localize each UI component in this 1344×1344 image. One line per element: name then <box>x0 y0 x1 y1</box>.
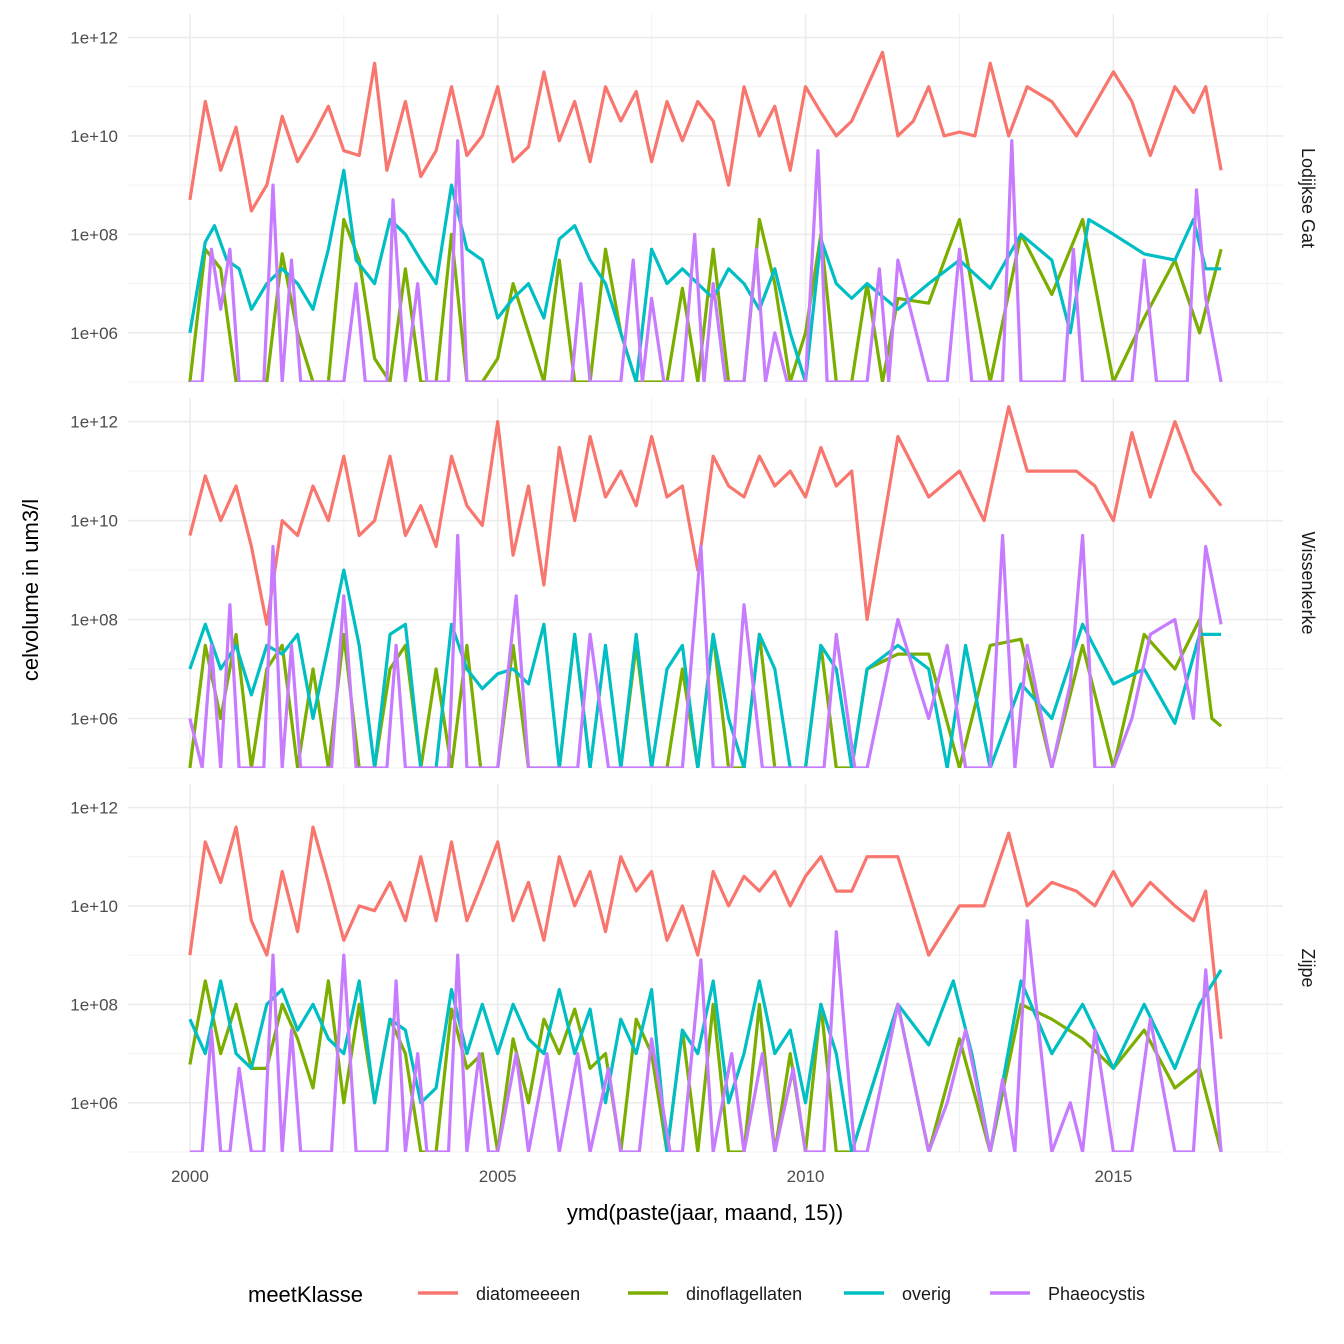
x-axis: 2000 2005 2010 2015 <box>171 1167 1132 1186</box>
series-line-diatomeeeen <box>188 405 1223 626</box>
y-tick-label: 1e+08 <box>70 995 118 1014</box>
y-tick-label: 1e+06 <box>70 710 118 729</box>
y-tick-label: 1e+10 <box>70 512 118 531</box>
panel-zijpe: 1e+06 1e+08 1e+10 1e+12 Zijpe <box>70 784 1318 1153</box>
x-axis-title: ymd(paste(jaar, maand, 15)) <box>567 1200 843 1225</box>
panel-wissenkerke: 1e+06 1e+08 1e+10 1e+12 Wissenkerke <box>70 398 1318 769</box>
series-line-overig <box>188 969 1223 1152</box>
y-tick-label: 1e+10 <box>70 897 118 916</box>
facet-strip-label: Zijpe <box>1298 948 1318 987</box>
series-group <box>188 825 1223 1152</box>
facet-strip-label: Lodijkse Gat <box>1298 148 1318 248</box>
y-tick-label: 1e+12 <box>70 413 118 432</box>
y-tick-label: 1e+08 <box>70 225 118 244</box>
legend-label-diatomeeeen: diatomeeeen <box>476 1284 580 1304</box>
legend-label-dinoflagellaten: dinoflagellaten <box>686 1284 802 1304</box>
legend: meetKlasse diatomeeeen dinoflagellaten ove… <box>248 1282 1145 1307</box>
x-tick-label: 2010 <box>787 1167 825 1186</box>
series-line-overig <box>188 168 1222 382</box>
y-tick-label: 1e+10 <box>70 127 118 146</box>
y-tick-label: 1e+12 <box>70 28 118 47</box>
series-line-diatomeeeen <box>188 50 1223 213</box>
x-tick-label: 2005 <box>479 1167 517 1186</box>
series-group <box>188 50 1223 382</box>
facet-strip-label: Wissenkerke <box>1298 531 1318 634</box>
y-tick-label: 1e+08 <box>70 611 118 630</box>
series-line-diatomeeeen <box>188 825 1223 1039</box>
legend-title: meetKlasse <box>248 1282 363 1307</box>
series-group <box>188 405 1223 768</box>
series-line-dinoflagellaten <box>188 979 1223 1152</box>
legend-label-overig: overig <box>902 1284 951 1304</box>
series-line-phaeocystis <box>189 919 1223 1152</box>
y-tick-label: 1e+06 <box>70 324 118 343</box>
x-tick-label: 2000 <box>171 1167 209 1186</box>
y-tick-label: 1e+12 <box>70 798 118 817</box>
y-axis-title: celvolume in um3/l <box>18 499 43 681</box>
x-tick-label: 2015 <box>1094 1167 1132 1186</box>
legend-label-phaeocystis: Phaeocystis <box>1048 1284 1145 1304</box>
panel-lodijkse-gat: 1e+06 1e+08 1e+10 1e+12 Lodijkse Gat <box>70 14 1318 383</box>
y-tick-label: 1e+06 <box>70 1094 118 1113</box>
